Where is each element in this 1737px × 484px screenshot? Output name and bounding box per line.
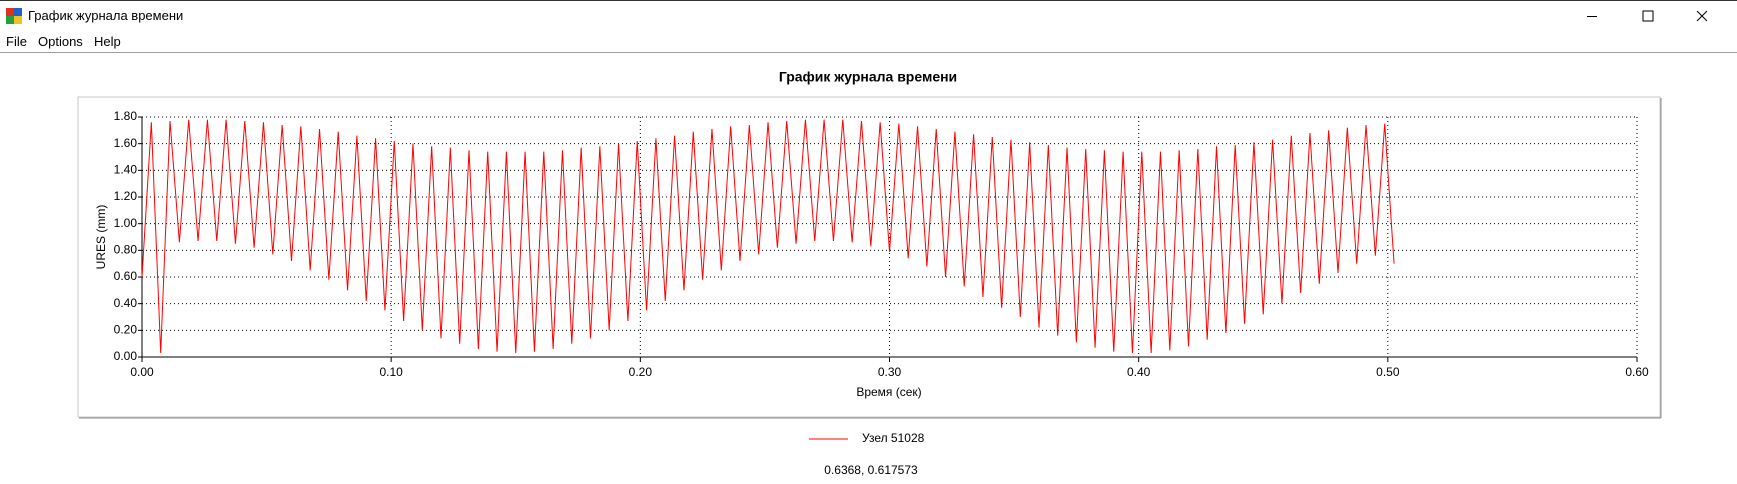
y-tick-label: 0.00 bbox=[114, 349, 138, 363]
maximize-button[interactable] bbox=[1642, 10, 1654, 22]
y-tick-label: 1.20 bbox=[114, 189, 138, 203]
close-button[interactable] bbox=[1696, 10, 1708, 22]
data-line bbox=[141, 119, 1395, 354]
x-tick-label: 0.60 bbox=[1625, 365, 1649, 379]
y-tick-label: 1.00 bbox=[114, 216, 138, 230]
x-axis-label: Время (сек) bbox=[856, 385, 921, 399]
y-tick-label: 0.60 bbox=[114, 269, 138, 283]
title-bar: График журнала времени bbox=[0, 0, 1737, 31]
y-tick-label: 0.20 bbox=[114, 323, 138, 337]
x-tick-label: 0.00 bbox=[130, 365, 154, 379]
y-tick-label: 0.40 bbox=[114, 296, 138, 310]
chart-title: График журнала времени bbox=[779, 69, 957, 85]
y-tick-label: 1.60 bbox=[114, 136, 138, 150]
y-axis-label: URES (mm) bbox=[94, 205, 108, 270]
y-tick-label: 0.80 bbox=[114, 243, 138, 257]
x-tick-label: 0.50 bbox=[1376, 365, 1400, 379]
menu-bar: File Options Help bbox=[0, 31, 1737, 53]
x-tick-label: 0.30 bbox=[878, 365, 902, 379]
chart-panel bbox=[77, 96, 1661, 418]
status-text: 0.6368, 0.617573 bbox=[824, 463, 918, 477]
window-title: График журнала времени bbox=[28, 8, 184, 23]
menu-item[interactable]: Help bbox=[94, 34, 121, 49]
y-tick-label: 1.80 bbox=[114, 109, 138, 123]
menu-item[interactable]: Options bbox=[38, 34, 83, 49]
x-tick-label: 0.40 bbox=[1127, 365, 1151, 379]
legend-label: Узел 51028 bbox=[862, 431, 925, 445]
y-tick-label: 1.40 bbox=[114, 163, 138, 177]
window-controls bbox=[1587, 10, 1708, 22]
x-tick-label: 0.10 bbox=[379, 365, 403, 379]
separator bbox=[0, 52, 1737, 53]
app-icon bbox=[6, 8, 22, 24]
menu-item[interactable]: File bbox=[6, 34, 27, 49]
x-tick-label: 0.20 bbox=[629, 365, 653, 379]
